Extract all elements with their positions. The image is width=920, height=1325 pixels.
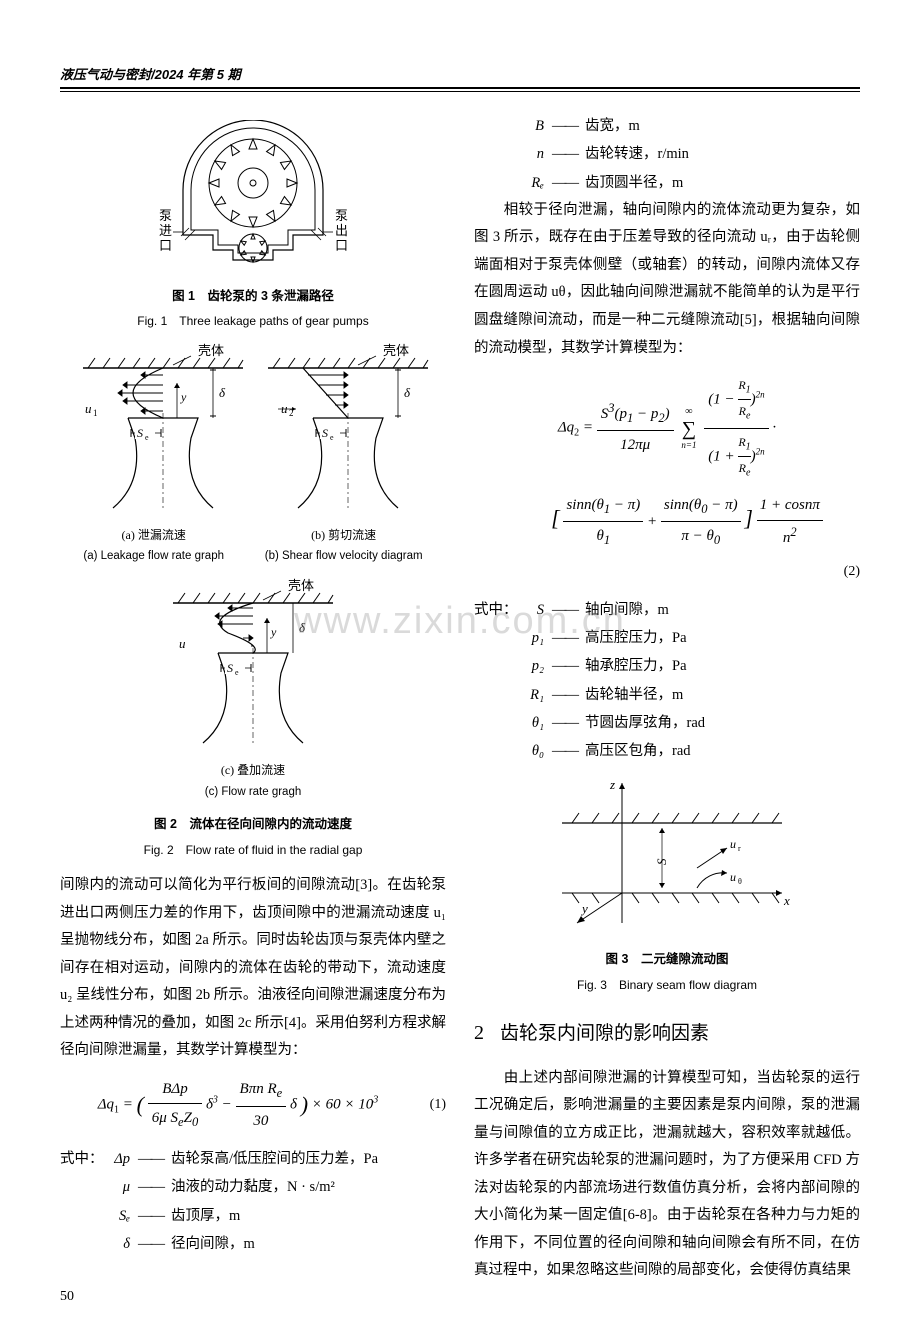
svg-text:S: S [137, 426, 143, 440]
flow-diagram-c: 壳体 δ u [158, 578, 348, 748]
svg-text:u: u [281, 401, 288, 416]
fig2c-cap-en: (c) Flow rate gragh [60, 782, 446, 804]
svg-text:口: 口 [335, 238, 348, 253]
svg-text:y: y [270, 625, 277, 639]
svg-text:x: x [783, 893, 790, 908]
svg-text:口: 口 [159, 238, 172, 253]
svg-text:u: u [179, 636, 186, 651]
svg-text:e: e [145, 433, 149, 442]
flow-diagrams-ab: 壳体 δ [63, 343, 443, 513]
fig3-caption-cn: 图 3 二元缝隙流动图 [474, 948, 860, 972]
svg-text:S: S [227, 661, 233, 675]
svg-text:δ: δ [404, 385, 411, 400]
gear-pump-diagram: 泵 进 口 泵 出 口 [123, 120, 383, 270]
svg-text:y: y [580, 901, 588, 916]
svg-text:S: S [322, 426, 328, 440]
figure-2-c: 壳体 δ u [60, 578, 446, 862]
figure-1: 泵 进 口 泵 出 口 图 1 齿轮泵的 3 条泄漏路径 Fig. 1 Thre… [60, 120, 446, 333]
svg-text:u: u [730, 870, 736, 884]
svg-text:e: e [330, 433, 334, 442]
svg-text:u: u [730, 837, 736, 851]
figure-2-ab: 壳体 δ [60, 343, 446, 568]
right-column: B——齿宽，m n——齿轮转速，r/min Rₑ——齿顶圆半径，m 相较于径向泄… [474, 112, 860, 1285]
fig2b-cap-en: (b) Shear flow velocity diagram [265, 546, 423, 568]
paragraph-3: 由上述内部间隙泄漏的计算模型可知，当齿轮泵的运行工况确定后，影响泄漏量的主要因素… [474, 1065, 860, 1285]
svg-text:壳体: 壳体 [288, 578, 314, 593]
fig2-caption-en: Fig. 2 Flow rate of fluid in the radial … [60, 839, 446, 862]
equation-2: Δq2 = S3(p1 − p2) 12πμ ∞ ∑ n=1 (1 − R1Re… [474, 372, 860, 586]
svg-text:δ: δ [219, 385, 226, 400]
svg-text:壳体: 壳体 [198, 343, 224, 358]
svg-text:δ: δ [299, 620, 306, 635]
eq1-number: (1) [416, 1092, 446, 1119]
section-2-number: 2 [474, 1022, 484, 1044]
eq1-content: Δq1 = ( BΔp 6μ SeZ0 δ3 − Bπn Re 30 δ ) ×… [60, 1075, 416, 1135]
svg-text:出: 出 [335, 223, 348, 238]
two-column-layout: 泵 进 口 泵 出 口 图 1 齿轮泵的 3 条泄漏路径 Fig. 1 Thre… [60, 112, 860, 1285]
fig2a-cap-cn: (a) 泄漏流速 [83, 524, 224, 547]
where-block-2: 式中：S——轴向间隙，m p₁——高压腔压力，Pa p₂——轴承腔压力，Pa R… [474, 596, 860, 766]
fig2-caption-cn: 图 2 流体在径向间隙内的流动速度 [60, 813, 446, 837]
svg-text:1: 1 [93, 408, 98, 418]
svg-text:u: u [85, 401, 92, 416]
where-block-top: B——齿宽，m n——齿轮转速，r/min Rₑ——齿顶圆半径，m [474, 112, 860, 197]
paragraph-2: 相较于径向泄漏，轴向间隙内的流体流动更为复杂，如图 3 所示，既存在由于压差导致… [474, 197, 860, 362]
svg-text:z: z [609, 777, 615, 792]
fig3-caption-en: Fig. 3 Binary seam flow diagram [474, 974, 860, 997]
fig2b-cap-cn: (b) 剪切流速 [265, 524, 423, 547]
fig2a-cap-en: (a) Leakage flow rate graph [83, 546, 224, 568]
svg-text:泵: 泵 [335, 208, 348, 223]
fig1-caption-cn: 图 1 齿轮泵的 3 条泄漏路径 [60, 285, 446, 309]
left-column: 泵 进 口 泵 出 口 图 1 齿轮泵的 3 条泄漏路径 Fig. 1 Thre… [60, 112, 446, 1285]
svg-text:进: 进 [159, 223, 172, 238]
svg-text:r: r [738, 844, 741, 853]
binary-seam-diagram: z x y S ur [532, 773, 802, 933]
eq2-number: (2) [830, 559, 860, 586]
eq2-content-line1: Δq2 = S3(p1 − p2) 12πμ ∞ ∑ n=1 (1 − R1Re… [474, 372, 860, 485]
figure-3: z x y S ur [474, 773, 860, 996]
header-rule [60, 87, 860, 92]
where-block-1: 式中：Δp——齿轮泵高/低压腔间的压力差，Pa μ——油液的动力黏度，N · s… [60, 1145, 446, 1258]
eq2-content-line2: [ sinn(θ1 − π) θ1 + sinn(θ0 − π) π − θ0 … [474, 491, 860, 554]
svg-text:泵: 泵 [159, 208, 172, 223]
paragraph-1: 间隙内的流动可以简化为平行板间的间隙流动[3]。在齿轮泵进出口两侧压力差的作用下… [60, 872, 446, 1065]
fig1-caption-en: Fig. 1 Three leakage paths of gear pumps [60, 310, 446, 333]
page-number: 50 [60, 1289, 74, 1305]
svg-text:θ: θ [738, 877, 742, 886]
svg-text:e: e [235, 668, 239, 677]
equation-1: Δq1 = ( BΔp 6μ SeZ0 δ3 − Bπn Re 30 δ ) ×… [60, 1075, 446, 1135]
running-header: 液压气动与密封/2024 年第 5 期 [60, 64, 860, 87]
section-2-title: 2齿轮泵内间隙的影响因素 [474, 1014, 860, 1052]
svg-text:S: S [654, 858, 669, 865]
svg-text:壳体: 壳体 [383, 343, 409, 358]
fig2c-cap-cn: (c) 叠加流速 [60, 759, 446, 782]
svg-text:y: y [180, 390, 187, 404]
